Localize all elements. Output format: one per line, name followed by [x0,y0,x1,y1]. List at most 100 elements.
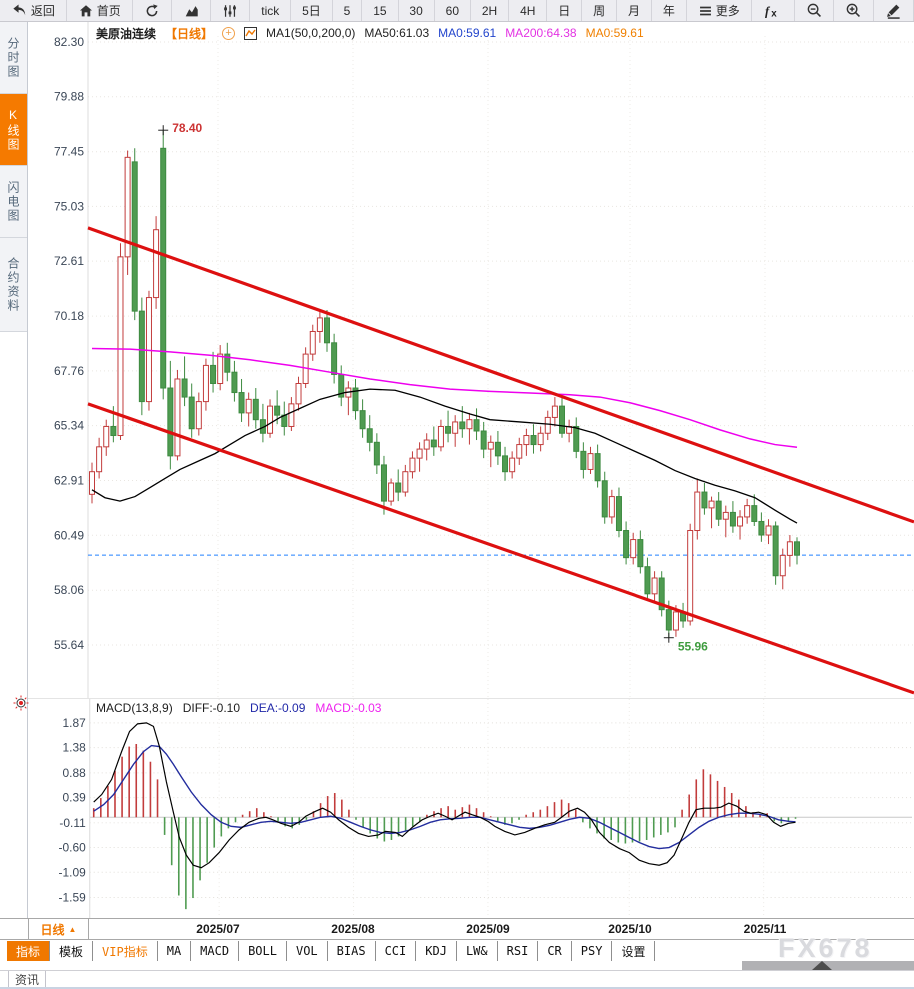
symbol-name: 美原油连续 [96,26,157,41]
indicator-button-VOL[interactable]: VOL [287,941,328,961]
toolbar-button-candle-chart-mode[interactable] [211,0,251,21]
toolbar-button-more[interactable]: 更多 [687,0,752,21]
toolbar-button-5min[interactable]: 5 [333,0,363,21]
toolbar-button-label: 5 [343,3,351,18]
svg-text:x: x [771,8,777,19]
indicator-button-设置[interactable]: 设置 [612,941,656,961]
svg-text:65.34: 65.34 [54,419,84,433]
add-indicator-icon[interactable]: + [222,26,236,40]
macd-histogram [92,744,797,910]
toolbar-button-label: 年 [662,4,675,18]
watermark: FX678 [778,933,873,963]
toolbar-button-weekly[interactable]: 周 [582,0,618,21]
toolbar-button-home[interactable]: 首页 [67,0,133,21]
macd-gridlines [89,722,912,899]
svg-text:0.88: 0.88 [63,766,87,780]
indicator-button-KDJ[interactable]: KDJ [416,941,457,961]
toolbar-button-label: 月 [628,4,641,18]
toolbar-button-label: 周 [593,4,606,18]
toolbar-button-label: 30 [409,3,423,18]
toolbar-button-tick[interactable]: tick [250,0,292,21]
period-selector-button[interactable]: 日线 ▲ [28,919,89,939]
news-tab[interactable]: 资讯 [8,971,46,987]
toolbar-button-label: 日 [558,4,571,18]
toolbar-button-15min[interactable]: 15 [362,0,399,21]
svg-text:77.45: 77.45 [54,145,84,159]
indicator-button-CR[interactable]: CR [538,941,572,961]
toolbar-button-back[interactable]: 返回 [0,0,67,21]
macd-dea-value: DEA:-0.09 [250,701,306,715]
toolbar-button-label: 60 [445,3,459,18]
ma-group-label: MA1(50,0,200,0) [266,26,356,40]
toolbar-button-label: 返回 [30,4,55,18]
price-axis-labels: 82.30 79.88 77.45 75.03 72.61 70.18 67.76 65.34… [54,35,84,652]
ma0-orange-value: MA0:59.61 [585,26,644,40]
x-axis-label: 2025/09 [466,922,510,936]
svg-text:0.39: 0.39 [63,791,87,805]
indicator-button-MACD[interactable]: MACD [191,941,240,961]
macd-month-gridlines [218,699,765,918]
home-icon [78,3,94,19]
svg-text:82.30: 82.30 [54,35,84,49]
macd-legend: MACD(13,8,9) DIFF:-0.10 DEA:-0.09 MACD:-… [96,701,381,715]
indicator-settings-icon[interactable] [13,695,29,714]
main-price-chart[interactable]: 82.30 79.88 77.45 75.03 72.61 70.18 67.76 65.34… [28,22,914,698]
toolbar-button-5day[interactable]: 5日 [291,0,333,21]
chart-style-icon[interactable] [244,26,258,40]
indicator-button-RSI[interactable]: RSI [498,941,539,961]
indicator-button-LW&[interactable]: LW& [457,941,498,961]
sidebar-tab-2[interactable]: 闪电图 [0,166,27,238]
period-label: 【日线】 [165,26,214,41]
candles-layer [89,130,800,638]
svg-text:60.49: 60.49 [54,528,84,542]
dea-line [93,744,796,850]
indicator-button-CCI[interactable]: CCI [376,941,417,961]
toolbar-button-4hour[interactable]: 4H [509,0,548,21]
svg-text:f: f [765,4,771,18]
chart-legend: 美原油连续 【日线】 + MA1(50,0,200,0) MA50:61.03 … [96,25,644,41]
macd-indicator-chart[interactable]: 1.87 1.38 0.88 0.39 -0.11 -0.60 -1.09 -1.59 [28,698,914,918]
indicator-button-PSY[interactable]: PSY [572,941,613,961]
indicator-button-模板[interactable]: 模板 [50,941,94,961]
macd-macd-value: MACD:-0.03 [315,701,382,715]
macd-diff-value: DIFF:-0.10 [182,701,241,715]
x-axis-label: 2025/11 [743,922,787,936]
indicator-button-BOLL[interactable]: BOLL [239,941,287,961]
toolbar-button-yearly[interactable]: 年 [652,0,687,21]
toolbar-button-zoom-in[interactable] [834,0,875,21]
toolbar-button-zoom-out[interactable] [795,0,835,21]
menu-icon [698,4,713,18]
svg-text:75.03: 75.03 [54,199,84,213]
svg-text:67.76: 67.76 [54,364,84,378]
line-chart-icon [183,3,200,19]
toolbar-button-monthly[interactable]: 月 [617,0,652,21]
svg-text:1.87: 1.87 [63,716,87,730]
toolbar-button-line-chart-mode[interactable] [172,0,212,21]
toolbar-button-draw[interactable] [874,0,914,21]
toolbar-button-refresh[interactable] [133,0,172,21]
toolbar-button-daily[interactable]: 日 [547,0,583,21]
toolbar-button-60min[interactable]: 60 [435,0,471,21]
zoom-in-icon [845,2,862,19]
svg-text:72.61: 72.61 [54,254,84,268]
toolbar-button-30min[interactable]: 30 [399,0,435,21]
indicator-button-VIP指标[interactable]: VIP指标 [93,941,158,961]
indicator-button-BIAS[interactable]: BIAS [328,941,376,961]
indicator-button-MA[interactable]: MA [158,941,192,961]
toolbar-button-label: 15 [373,3,387,18]
refresh-icon [144,3,160,19]
sidebar-tab-0[interactable]: 分时图 [0,22,27,94]
status-bar: 资讯 [0,970,914,987]
sidebar-tab-3[interactable]: 合约资料 [0,238,27,332]
indicator-button-指标[interactable]: 指标 [7,941,51,961]
ma0-blue-value: MA0:59.61 [438,26,497,40]
svg-text:55.96: 55.96 [678,640,708,654]
top-toolbar: 返回 首页 tick 5日 5 15 30 60 2H 4H 日 周 月 年 更多 f x [0,0,914,22]
toolbar-button-2hour[interactable]: 2H [471,0,510,21]
sidebar-tab-1[interactable]: K线图 [0,94,27,166]
svg-text:-0.60: -0.60 [59,841,87,855]
x-axis-label: 2025/07 [196,922,240,936]
